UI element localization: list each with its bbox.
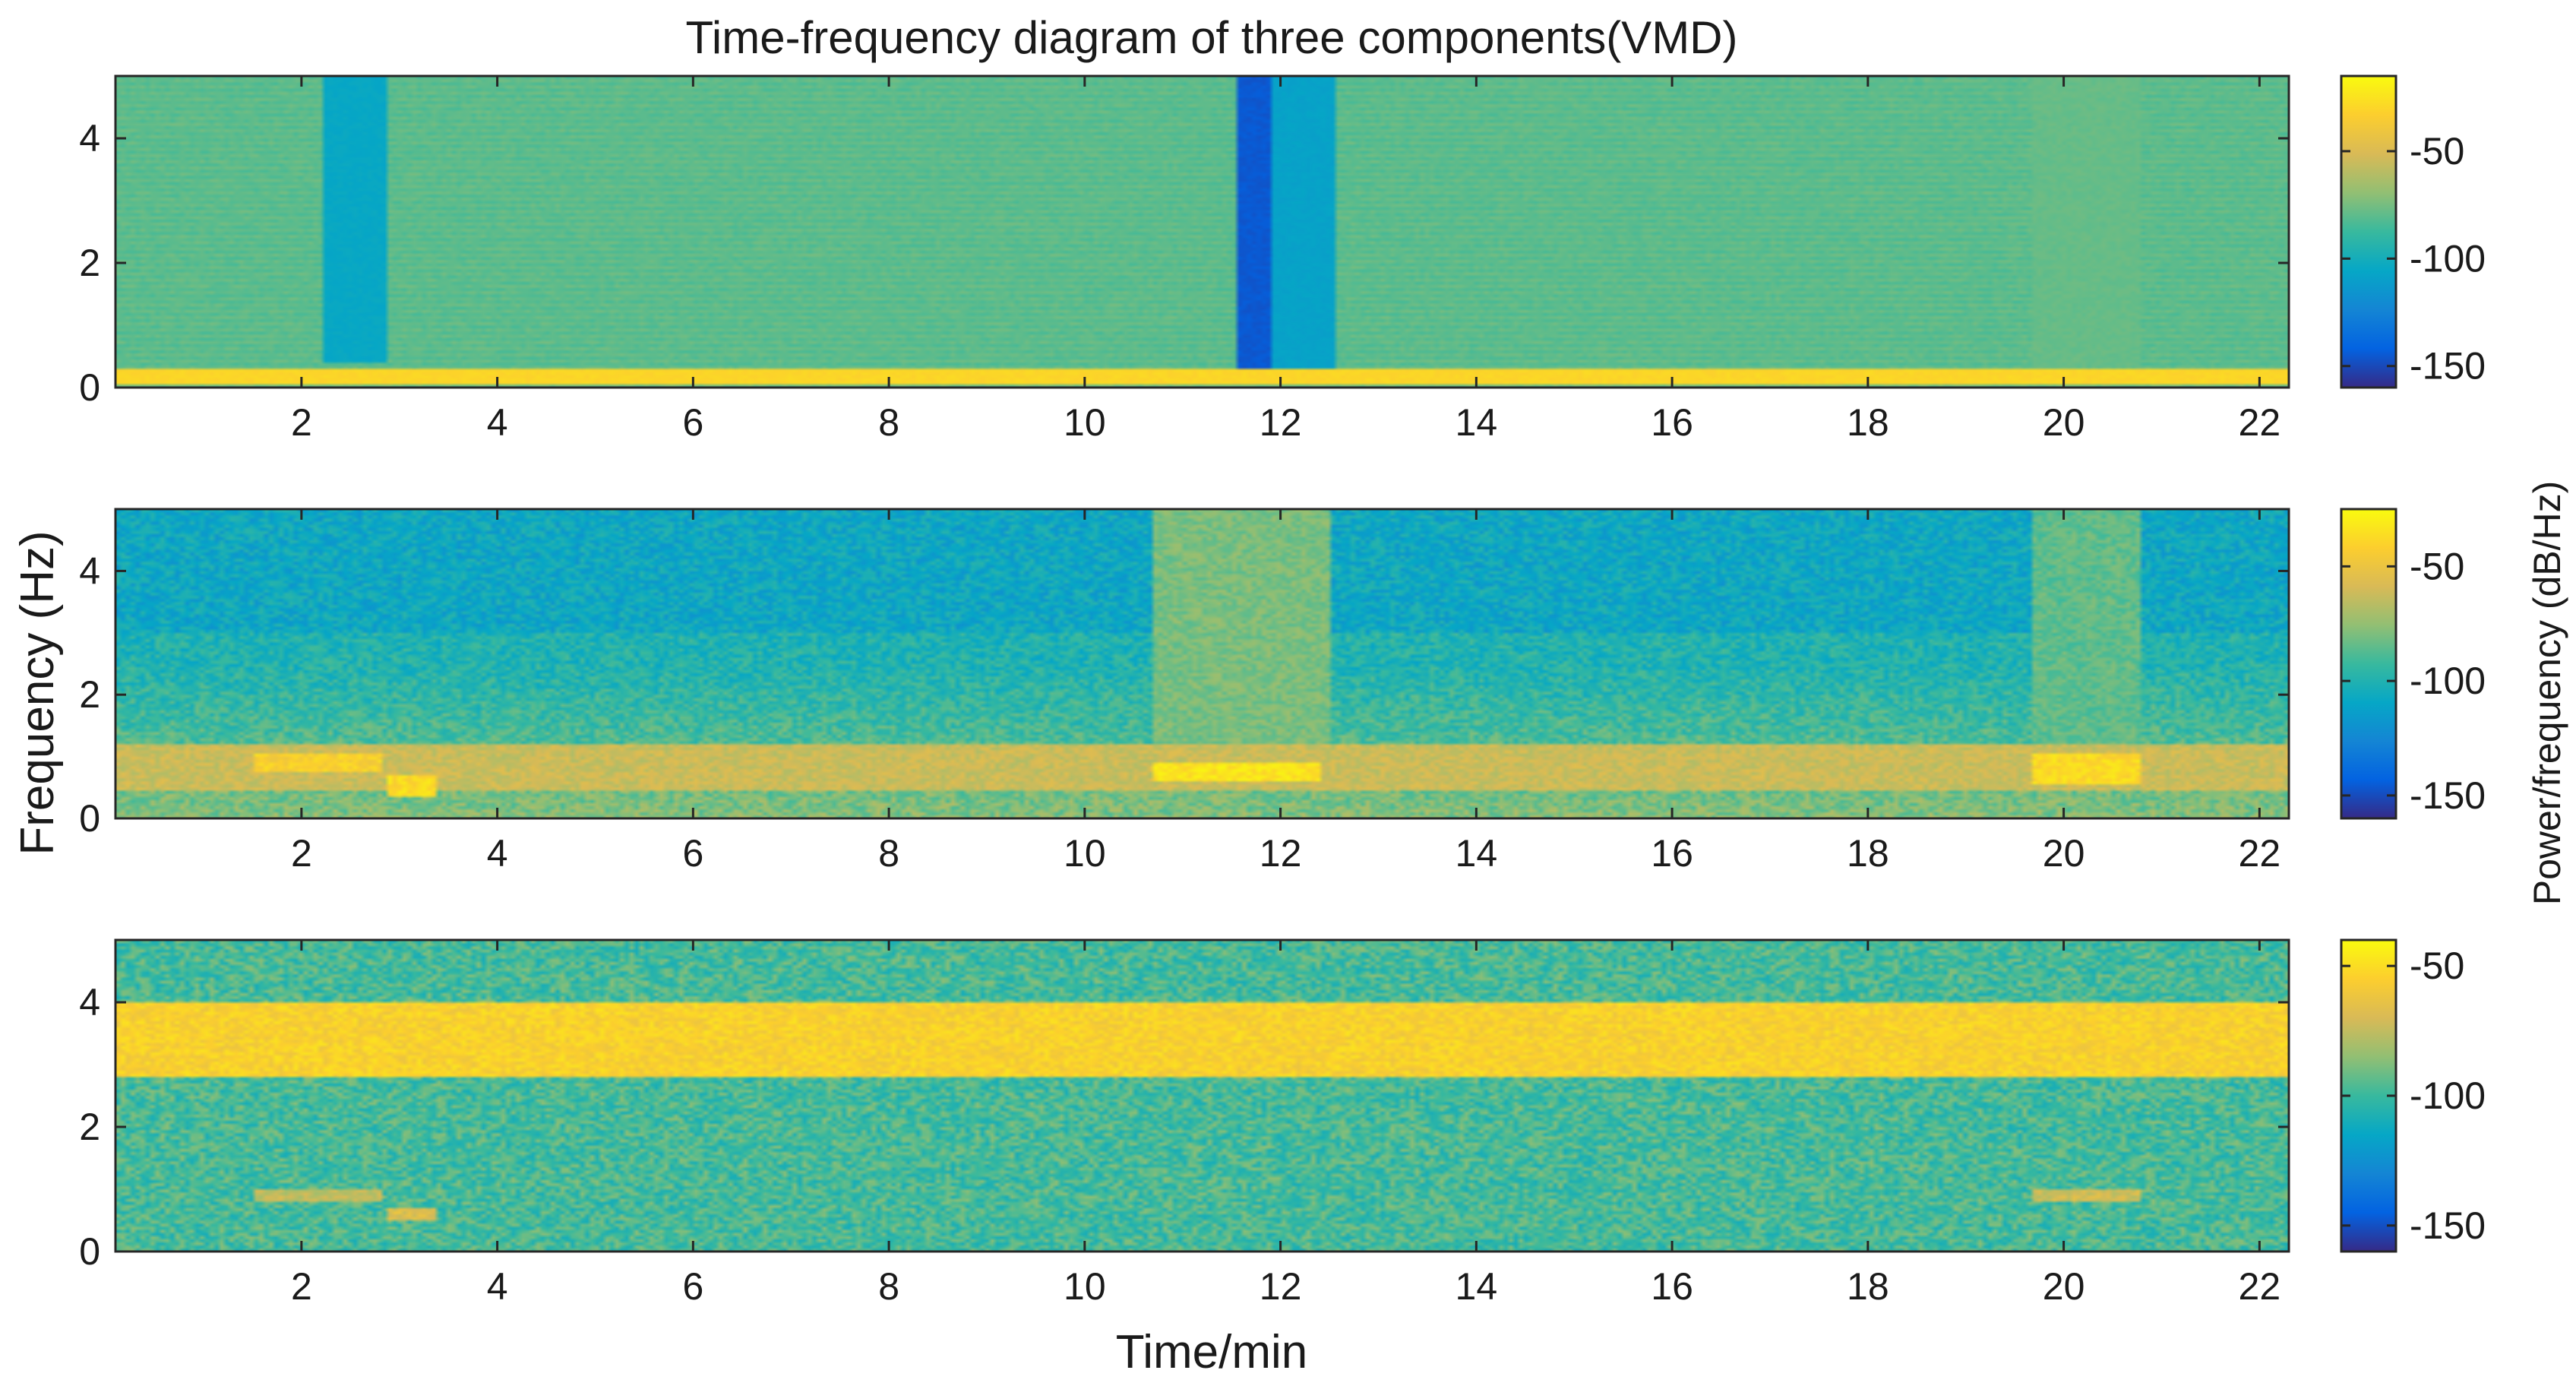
y-tick-label: 0 xyxy=(79,1230,100,1273)
y-tick-label: 4 xyxy=(79,981,100,1024)
x-tick-label: 4 xyxy=(487,401,508,444)
panel-2: 2 4 6 8 10 12 14 16 18 20 22 0 2 4 -50 -100 -150 xyxy=(79,508,2486,875)
x-tick-label: 10 xyxy=(1064,832,1106,875)
x-tick-label: 10 xyxy=(1064,401,1106,444)
y-tick-label: 2 xyxy=(79,673,100,716)
panel-3: 2 4 6 8 10 12 14 16 18 20 22 0 2 4 -50 -100 -150 xyxy=(79,938,2486,1308)
x-tick-label: 20 xyxy=(2043,832,2085,875)
x-tick-label: 16 xyxy=(1651,401,1693,444)
x-tick-label: 20 xyxy=(2043,1265,2085,1308)
colorbar-tick-label: -50 xyxy=(2410,945,2464,987)
y-tick-label: 4 xyxy=(79,117,100,160)
x-tick-label: 8 xyxy=(878,832,899,875)
x-tick-label: 16 xyxy=(1651,832,1693,875)
x-tick-label: 18 xyxy=(1847,401,1889,444)
y-tick-label: 4 xyxy=(79,549,100,592)
colorbar-tick-label: -50 xyxy=(2410,130,2464,172)
x-tick-label: 14 xyxy=(1456,401,1498,444)
x-tick-label: 12 xyxy=(1260,401,1302,444)
colorbar-tick-label: -100 xyxy=(2410,660,2486,702)
x-tick-label: 16 xyxy=(1651,1265,1693,1308)
plot-frame-3 xyxy=(114,938,2290,1253)
colorbar-tick-label: -150 xyxy=(2410,345,2486,388)
x-tick-label: 6 xyxy=(682,1265,703,1308)
x-tick-label: 4 xyxy=(487,832,508,875)
x-axis-label: Time/min xyxy=(1116,1326,1308,1378)
y-tick-label: 2 xyxy=(79,1106,100,1148)
colorbar-tick-label: -50 xyxy=(2410,545,2464,587)
spectrogram-heatmap-1 xyxy=(115,76,2289,388)
x-tick-label: 4 xyxy=(487,1265,508,1308)
spectrogram-heatmap-2 xyxy=(115,509,2289,818)
chart-title: Time-frequency diagram of three componen… xyxy=(686,12,1738,63)
x-tick-label: 22 xyxy=(2239,1265,2281,1308)
x-tick-label: 14 xyxy=(1456,832,1498,875)
panel-1: 2 4 6 8 10 12 14 16 18 20 22 0 2 4 -50 -100 -150 xyxy=(79,74,2486,444)
spectrogram-heatmap-3 xyxy=(115,940,2289,1252)
colorbar-tick-label: -150 xyxy=(2410,774,2486,817)
plot-frame-1 xyxy=(114,74,2290,389)
y-tick-label: 0 xyxy=(79,797,100,840)
x-tick-label: 20 xyxy=(2043,401,2085,444)
x-tick-label: 22 xyxy=(2239,832,2281,875)
x-tick-label: 18 xyxy=(1847,1265,1889,1308)
colorbar-frame-1 xyxy=(2340,74,2397,389)
x-tick-label: 8 xyxy=(878,1265,899,1308)
colorbar-1 xyxy=(2341,76,2396,388)
y-tick-label: 0 xyxy=(79,366,100,409)
x-tick-label: 14 xyxy=(1456,1265,1498,1308)
colorbar-tick-label: -150 xyxy=(2410,1204,2486,1247)
plot-frame-2 xyxy=(114,508,2290,820)
x-tick-label: 2 xyxy=(291,1265,312,1308)
colorbar-frame-2 xyxy=(2340,508,2397,820)
x-tick-label: 10 xyxy=(1064,1265,1106,1308)
x-tick-label: 18 xyxy=(1847,832,1889,875)
colorbar-tick-label: -100 xyxy=(2410,1074,2486,1117)
x-tick-label: 6 xyxy=(682,401,703,444)
colorbar-tick-label: -100 xyxy=(2410,237,2486,280)
x-tick-label: 6 xyxy=(682,832,703,875)
x-tick-label: 2 xyxy=(291,832,312,875)
colorbar-label: Power/frequency (dB/Hz) xyxy=(2526,481,2568,906)
y-tick-label: 2 xyxy=(79,242,100,284)
x-tick-label: 12 xyxy=(1260,832,1302,875)
x-tick-label: 2 xyxy=(291,401,312,444)
x-tick-label: 8 xyxy=(878,401,899,444)
x-tick-label: 12 xyxy=(1260,1265,1302,1308)
y-axis-label: Frequency (Hz) xyxy=(11,530,64,855)
colorbar-2 xyxy=(2341,509,2396,818)
x-tick-label: 22 xyxy=(2239,401,2281,444)
